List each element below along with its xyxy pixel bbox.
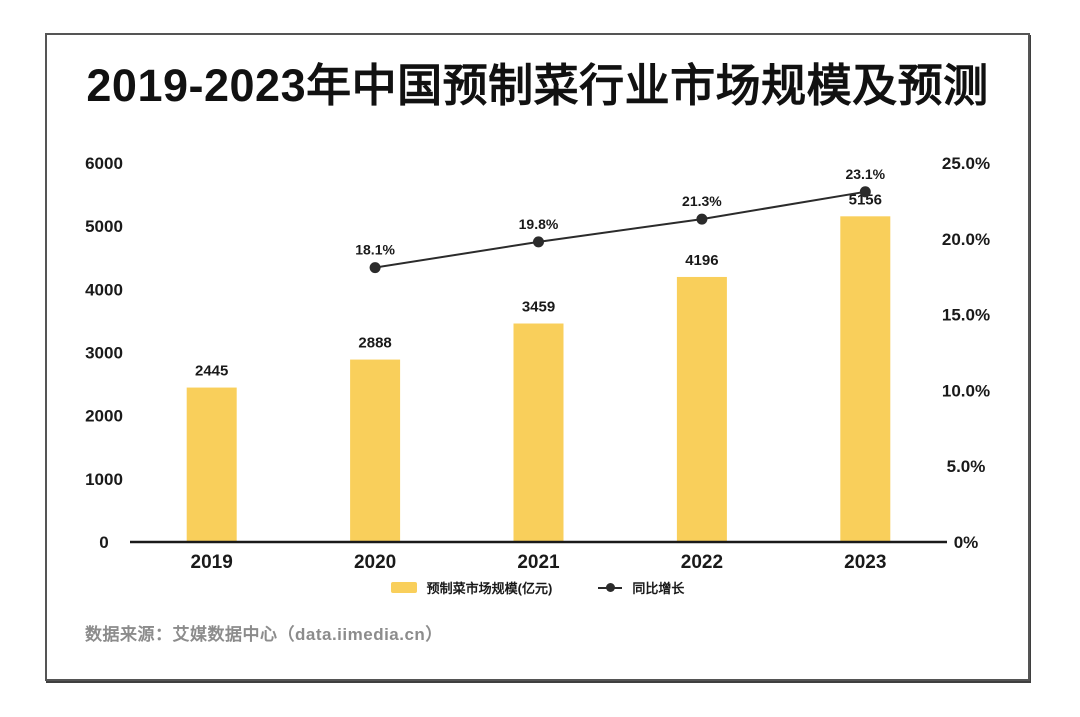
growth-point (696, 213, 708, 225)
bar-series-swatch (390, 582, 417, 593)
right-axis-tick: 0% (954, 533, 979, 552)
right-axis-tick: 20.0% (942, 230, 990, 249)
right-axis-tick: 25.0% (942, 154, 990, 173)
x-axis-category: 2021 (517, 552, 560, 573)
bar-value-label: 2888 (358, 335, 391, 352)
bar-value-label: 5156 (849, 191, 882, 208)
x-axis-category: 2019 (191, 552, 233, 573)
bar-2019 (186, 387, 237, 542)
left-axis-tick: 6000 (85, 154, 123, 173)
left-axis-tick: 0 (99, 533, 108, 552)
growth-point-label: 23.1% (845, 166, 885, 182)
source-note: 数据来源：艾媒数据中心（data.iimedia.cn） (85, 625, 443, 644)
legend-item-growth: 同比增长 (598, 578, 684, 597)
bar-value-label: 4196 (685, 252, 718, 269)
chart-card: 2019-2023年中国预制菜行业市场规模及预测 6000 5000 4000 300… (45, 33, 1030, 681)
line-series-label: 同比增长 (632, 581, 685, 596)
right-axis-tick: 5.0% (947, 457, 986, 476)
legend-item-market-size: 预制菜市场规模(亿元) (390, 578, 553, 597)
line-series-marker-icon (598, 583, 623, 592)
growth-point-label: 21.3% (682, 193, 722, 209)
bar-2021 (513, 323, 564, 542)
bar-2020 (350, 359, 401, 542)
left-axis-tick: 2000 (85, 407, 123, 426)
left-axis-tick: 5000 (85, 217, 123, 236)
bar-value-label: 2445 (195, 363, 228, 380)
growth-point-label: 19.8% (519, 216, 559, 232)
bar-2023 (840, 216, 891, 542)
right-axis-tick: 10.0% (942, 381, 990, 400)
left-axis-tick: 1000 (85, 470, 123, 489)
bar-series-label: 预制菜市场规模(亿元) (426, 581, 553, 596)
right-axis-tick: 15.0% (942, 306, 990, 325)
growth-point (533, 236, 544, 248)
chart-legend: 预制菜市场规模(亿元) 同比增长 (47, 578, 1028, 597)
bar-value-label: 3459 (522, 299, 555, 316)
growth-point (369, 262, 381, 274)
growth-point (859, 186, 871, 198)
left-axis-tick: 4000 (85, 280, 123, 299)
growth-line (374, 190, 866, 269)
growth-point-label: 18.1% (355, 242, 395, 258)
x-axis-category: 2022 (681, 552, 723, 573)
chart-canvas: 6000 5000 4000 3000 2000 1000 0 25.0% 20.0% 15.0%… (85, 154, 990, 573)
bar-2022 (676, 276, 727, 542)
chart-title: 2019-2023年中国预制菜行业市场规模及预测 (86, 60, 989, 111)
x-axis-category: 2020 (354, 552, 396, 573)
x-axis-category: 2023 (844, 552, 886, 573)
left-axis-tick: 3000 (85, 344, 123, 363)
